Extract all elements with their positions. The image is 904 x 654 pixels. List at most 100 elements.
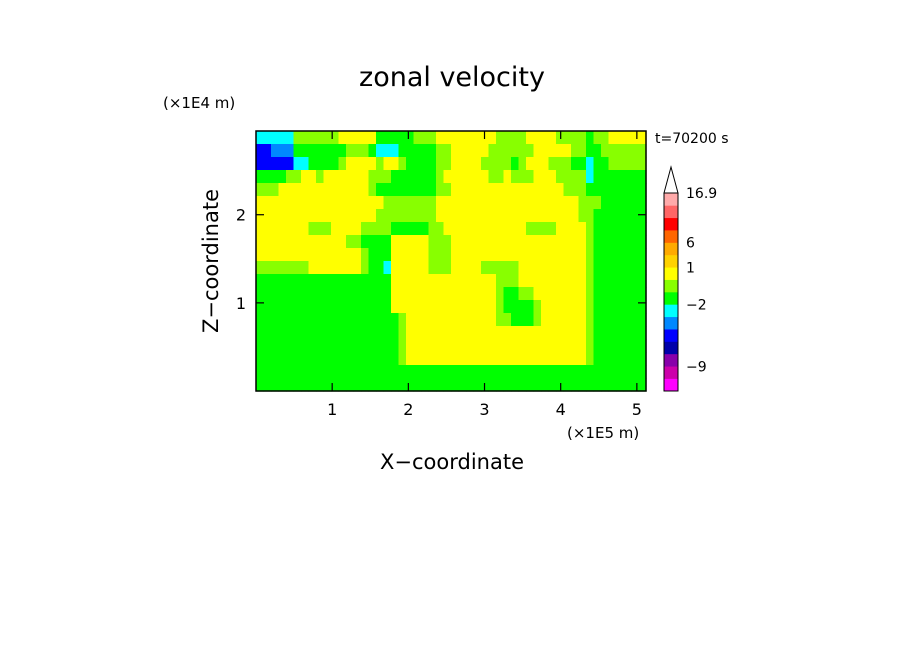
- field-cell: [263, 378, 272, 392]
- x-axis: 1 2 3 4 5: [327, 131, 642, 419]
- field-cell: [616, 196, 625, 210]
- field-cell: [271, 183, 280, 197]
- field-cell: [473, 365, 482, 379]
- field-cell: [256, 261, 265, 275]
- field-cell: [458, 170, 467, 184]
- field-cell: [488, 235, 497, 249]
- field-cell: [278, 287, 287, 301]
- field-cell: [601, 196, 610, 210]
- field-cell: [428, 326, 437, 340]
- field-cell: [481, 209, 490, 223]
- field-cell: [503, 352, 512, 366]
- field-cell: [338, 157, 347, 171]
- field-cell: [563, 352, 572, 366]
- field-cell: [556, 131, 565, 145]
- field-cell: [623, 235, 632, 249]
- field-cell: [526, 170, 535, 184]
- field-cell: [548, 300, 557, 314]
- field-cell: [346, 170, 355, 184]
- field-cell: [631, 339, 640, 353]
- field-cell: [548, 183, 557, 197]
- field-cell: [548, 248, 557, 262]
- field-cell: [488, 196, 497, 210]
- field-cell: [473, 313, 482, 327]
- field-cell: [586, 248, 595, 262]
- field-cell: [338, 144, 347, 158]
- field-cell: [451, 365, 460, 379]
- field-cell: [301, 170, 310, 184]
- field-cell: [518, 378, 527, 392]
- field-cell: [451, 339, 460, 353]
- field-cell: [556, 378, 565, 392]
- field-cell: [488, 144, 497, 158]
- field-cell: [608, 222, 617, 236]
- field-cell: [413, 144, 422, 158]
- field-cell: [556, 339, 565, 353]
- field-cell: [631, 326, 640, 340]
- colorbar-swatch: [664, 304, 678, 318]
- field-cell: [503, 287, 512, 301]
- field-cell: [458, 339, 467, 353]
- field-cell: [541, 157, 550, 171]
- field-cell: [323, 157, 332, 171]
- field-cell: [631, 313, 640, 327]
- field-cell: [263, 326, 272, 340]
- field-cell: [526, 222, 535, 236]
- field-cell: [488, 131, 497, 145]
- field-cell: [518, 300, 527, 314]
- field-cell: [263, 352, 272, 366]
- field-cell: [413, 378, 422, 392]
- field-cell: [353, 196, 362, 210]
- field-cell: [631, 261, 640, 275]
- field-cell: [346, 274, 355, 288]
- field-cell: [383, 170, 392, 184]
- field-cell: [458, 300, 467, 314]
- field-cell: [286, 300, 295, 314]
- field-cell: [271, 274, 280, 288]
- field-cell: [586, 365, 595, 379]
- field-cell: [331, 144, 340, 158]
- field-cell: [451, 209, 460, 223]
- field-cell: [556, 274, 565, 288]
- field-cell: [526, 248, 535, 262]
- field-cell: [601, 313, 610, 327]
- field-cell: [608, 326, 617, 340]
- field-cell: [616, 378, 625, 392]
- field-cell: [256, 144, 265, 158]
- field-cell: [578, 287, 587, 301]
- field-cell: [398, 378, 407, 392]
- field-cell: [548, 131, 557, 145]
- field-cell: [443, 131, 452, 145]
- field-cell: [481, 352, 490, 366]
- field-cell: [503, 365, 512, 379]
- field-cell: [323, 248, 332, 262]
- field-cell: [548, 144, 557, 158]
- field-cell: [278, 183, 287, 197]
- field-cell: [496, 261, 505, 275]
- colorbar-swatch: [664, 217, 678, 231]
- field-cell: [443, 261, 452, 275]
- field-cell: [503, 196, 512, 210]
- field-cell: [578, 144, 587, 158]
- field-cell: [383, 287, 392, 301]
- field-cell: [293, 274, 302, 288]
- field-cell: [346, 157, 355, 171]
- field-cell: [503, 157, 512, 171]
- field-cell: [481, 248, 490, 262]
- field-cell: [541, 131, 550, 145]
- field-cell: [526, 352, 535, 366]
- field-cell: [526, 313, 535, 327]
- plot-area: [255, 130, 647, 392]
- field-cell: [406, 261, 415, 275]
- field-cell: [316, 300, 325, 314]
- field-cell: [376, 326, 385, 340]
- field-cell: [346, 261, 355, 275]
- field-cell: [293, 144, 302, 158]
- field-cell: [503, 183, 512, 197]
- field-cell: [308, 339, 317, 353]
- field-cell: [466, 352, 475, 366]
- field-cell: [353, 287, 362, 301]
- field-cell: [503, 274, 512, 288]
- field-cell: [361, 196, 370, 210]
- field-cell: [436, 222, 445, 236]
